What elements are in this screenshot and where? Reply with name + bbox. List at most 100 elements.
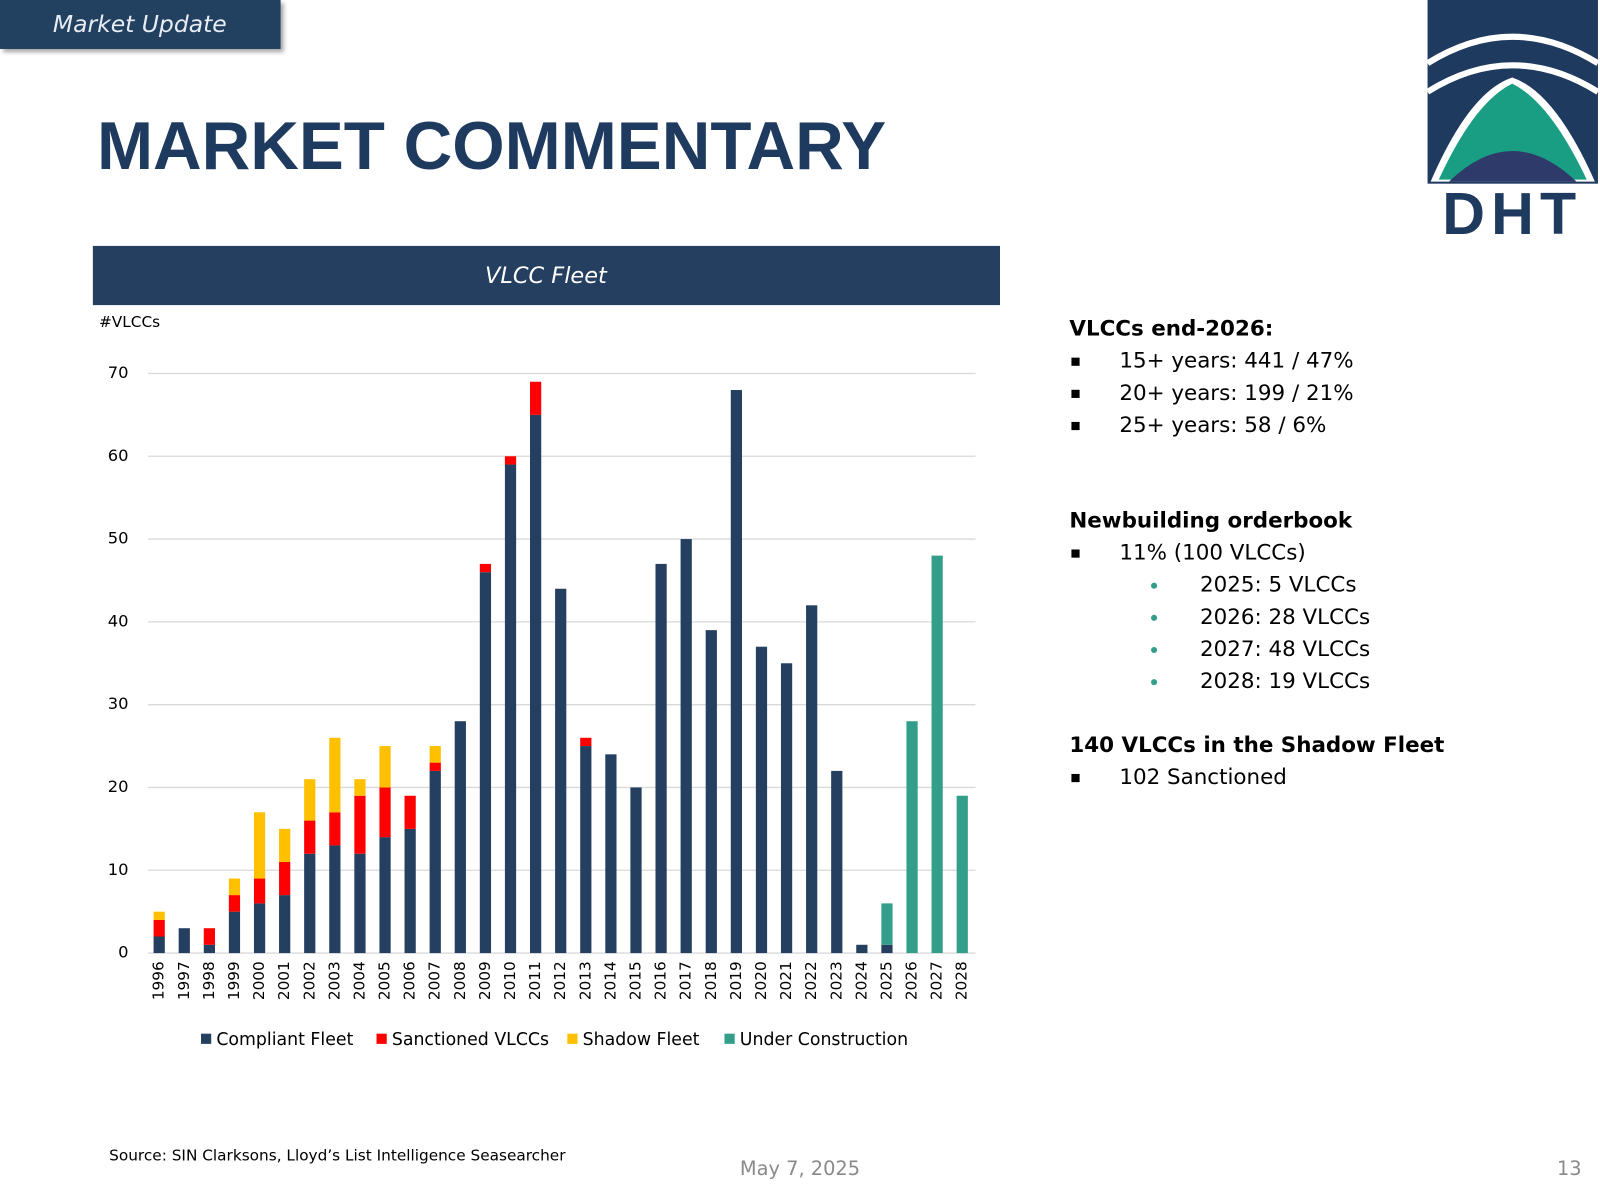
source: Source: SIN Clarksons, Lloyd’s List Inte… [109,1147,566,1165]
bullet [1071,421,1080,431]
y-tick-label: 50 [108,529,129,548]
bar-segment [479,572,492,954]
bullet-text: 11% (100 VLCCs) [1119,541,1305,566]
bar-segment [530,414,542,954]
bar-segment [203,944,215,954]
bar-segment [178,928,190,954]
date: May 7, 2025 [740,1157,860,1180]
section-heading: 140 VLCCs in the Shadow Fleet [1069,733,1444,758]
x-tick-label: 1997 [175,961,193,1000]
x-tick-label: 2020 [752,961,770,1000]
legend-swatch [567,1033,578,1044]
bullet [1071,357,1080,366]
bar-segment [705,630,717,954]
bar-segment [329,845,341,954]
bar-segment [354,795,366,854]
bullet [1071,549,1080,558]
x-tick-label: 2007 [426,961,444,1000]
sub-bullet-text: 2027: 48 VLCCs [1200,637,1370,662]
x-tick-label: 2026 [903,961,921,1000]
logo-text: DHT [1442,180,1582,247]
bar-segment [881,903,893,945]
bar-segment [379,746,391,788]
x-tick-label: 2025 [877,961,895,1000]
bar-segment [279,895,291,954]
x-tick-label: 2003 [325,961,343,1000]
y-tick-label: 0 [118,943,128,962]
bar-segment [354,853,366,954]
x-tick-label: 2023 [827,961,845,1000]
x-tick-label: 2015 [627,961,645,1000]
bullet [1071,389,1080,398]
legend-swatch [201,1033,212,1044]
legend-label: Shadow Fleet [583,1030,700,1050]
page-number: 13 [1557,1157,1582,1180]
bar-segment [780,663,793,954]
bar-segment [379,787,391,838]
bar-segment [153,936,165,954]
bar-segment [304,853,316,954]
bar-segment [228,878,241,896]
bar-segment [630,787,642,954]
legend-swatch [724,1033,735,1044]
bar-segment [354,779,366,796]
y-tick-label: 20 [108,777,129,796]
y-tick-label: 30 [108,694,129,713]
x-tick-label: 2004 [350,961,368,1000]
legend-label: Sanctioned VLCCs [392,1030,549,1050]
bar-segment [329,737,341,813]
x-tick-label: 2013 [576,961,594,1000]
bullet [1071,773,1080,783]
bar-segment [203,928,215,945]
bar-segment [530,381,542,415]
bullet-text: 102 Sanctioned [1119,765,1286,790]
bar-segment [404,828,416,954]
bar-segment [881,944,893,954]
bar-segment [379,837,391,954]
section-heading: VLCCs end-2026: [1069,317,1273,342]
bar-segment [831,770,843,954]
x-tick-label: 1998 [200,961,218,1000]
bar-segment [454,721,466,954]
sub-bullet [1151,582,1158,589]
page-title: MARKET COMMENTARY [97,109,886,184]
bullet-text: 15+ years: 441 / 47% [1119,349,1353,374]
chart-title: VLCC Fleet [485,263,608,289]
bar-segment [755,646,768,954]
x-tick-label: 2019 [727,961,745,1000]
commentary: VLCCs end-2026: 15+ years: 441 / 47% 20+ y… [1069,317,1444,790]
x-tick-label: 2024 [852,961,870,1000]
bar-segment [504,456,517,465]
bar-segment [404,795,416,829]
x-tick-label: 2021 [777,961,795,1000]
bar-segment [429,746,441,763]
x-tick-label: 1996 [150,961,168,1000]
bar-segment [580,746,592,954]
y-tick-label: 10 [108,860,129,879]
x-tick-label: 2009 [476,961,494,1000]
bar-segment [605,754,617,954]
bar-segment [228,895,241,912]
bar-segment [730,390,742,954]
bar-segment [555,588,567,954]
x-tick-label: 2014 [601,961,619,1000]
sub-bullet-text: 2028: 19 VLCCs [1200,669,1370,694]
bar-segment [153,911,165,920]
bar-segment [580,737,592,747]
chart-banner [92,245,1001,306]
bar-segment [655,563,667,954]
x-tick-label: 2001 [275,961,293,1000]
bar-segment [253,903,266,954]
x-tick-label: 2008 [451,961,469,1000]
legend-label: Compliant Fleet [216,1030,353,1050]
bar-segment [228,911,241,954]
x-tick-label: 2028 [953,961,971,1000]
bar-segment [479,563,492,573]
sub-bullet-text: 2026: 28 VLCCs [1200,605,1370,630]
section-heading: Newbuilding orderbook [1069,508,1353,533]
y-tick-label: 70 [108,363,129,382]
x-tick-label: 2017 [677,961,695,1000]
bar-segment [956,795,968,954]
